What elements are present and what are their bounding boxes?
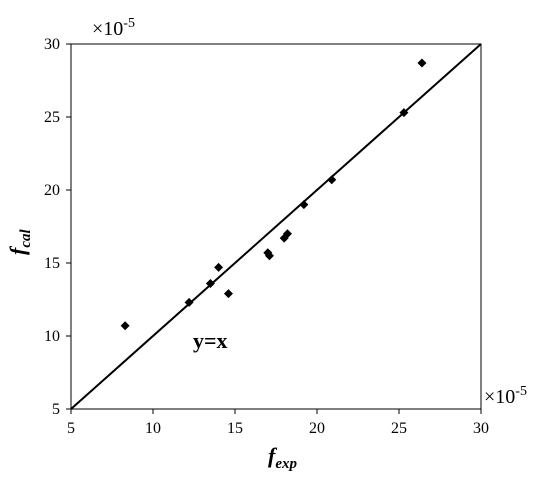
x-tick-label: 5	[67, 420, 75, 437]
data-point-diamond	[399, 108, 409, 118]
data-point-diamond	[417, 58, 427, 68]
x-axis-title-sub: exp	[275, 456, 297, 472]
y-axis-title-sub: cal	[18, 229, 34, 248]
data-point-diamond	[282, 229, 292, 239]
data-point-diamond	[184, 297, 194, 307]
y-axis-title: fcal	[5, 229, 34, 255]
y-tick-label: 20	[44, 182, 60, 199]
data-point-diamond	[214, 262, 224, 272]
y-tick-label: 30	[44, 36, 60, 53]
x-tick-label: 10	[145, 420, 161, 437]
x-tick-label: 20	[309, 420, 325, 437]
x-axis-title-main: f	[268, 443, 278, 468]
x-tick-label: 25	[391, 420, 407, 437]
x-tick-label: 15	[227, 420, 243, 437]
x-axis-title: fexp	[268, 443, 297, 472]
ref-line-annotation: y=x	[193, 328, 228, 353]
y-tick-label: 10	[44, 328, 60, 345]
data-points	[120, 58, 427, 331]
y-tick-label: 25	[44, 109, 60, 126]
reference-line-y-equals-x	[70, 43, 482, 410]
data-point-diamond	[299, 200, 309, 210]
data-point-diamond	[223, 289, 233, 299]
plot-area-frame	[70, 43, 482, 410]
y-axis-ticks: 5 10 15 20 25 30	[44, 36, 71, 418]
y-multiplier-label: ×10-5	[92, 16, 135, 40]
y-tick-label: 5	[52, 401, 60, 418]
data-point-diamond	[264, 251, 274, 261]
x-multiplier-label: ×10-5	[484, 384, 527, 408]
x-axis-ticks: 5 10 15 20 25 30	[67, 409, 489, 437]
x-tick-label: 30	[473, 420, 489, 437]
y-tick-label: 15	[44, 255, 60, 272]
data-point-diamond	[327, 175, 337, 185]
data-point-diamond	[205, 278, 215, 288]
y-axis-title-main: f	[5, 245, 30, 255]
data-point-diamond	[120, 321, 130, 331]
